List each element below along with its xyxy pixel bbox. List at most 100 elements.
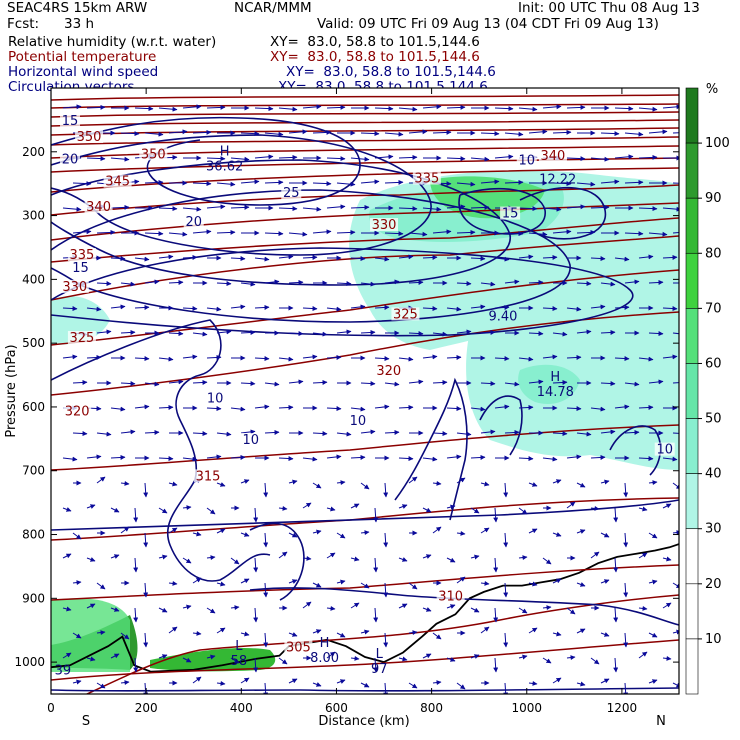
colorbar-tick-label: 40 [705, 467, 722, 482]
vector-arrow [240, 479, 250, 484]
vector-arrow [206, 306, 222, 312]
vector-arrow [206, 156, 226, 162]
vector-arrow [326, 306, 342, 312]
vector-arrow [336, 532, 346, 539]
vector-arrow [504, 381, 520, 387]
vector-arrow [158, 106, 178, 112]
vector-arrow [278, 254, 294, 260]
vector-arrow [518, 356, 534, 362]
vector-arrow [648, 532, 658, 539]
vector-arrow [373, 607, 379, 623]
vector-arrow [264, 131, 284, 137]
vector-arrow [518, 254, 534, 260]
x-tick-label: 1000 [511, 701, 542, 715]
vector-arrow [432, 331, 448, 337]
vector-arrow [144, 279, 160, 285]
colorbar-tick-label: 10 [705, 632, 722, 647]
vector-arrow [312, 129, 332, 135]
vector-arrow [72, 431, 88, 437]
vector-arrow [374, 404, 390, 410]
colorbar-tick-label: 60 [705, 356, 722, 371]
y-tick-label: 300 [22, 209, 45, 223]
vector-arrow [566, 655, 576, 661]
vector-arrow [590, 551, 600, 559]
vector-arrow [470, 507, 480, 514]
vector-arrow [494, 304, 510, 310]
vector-arrow [494, 404, 510, 410]
vector-arrow [240, 578, 250, 584]
vector-arrow [254, 304, 270, 310]
vector-arrow [493, 507, 499, 523]
vector-arrow [456, 329, 472, 335]
vector-arrow [613, 507, 619, 523]
vector-arrow [422, 653, 432, 659]
vector-arrow [542, 254, 558, 260]
vector-arrow [240, 429, 256, 435]
field-xy-rh: XY= 83.0, 58.8 to 101.5,144.6 [270, 34, 480, 50]
vector-arrow [528, 379, 544, 385]
extremum-marker: H [550, 370, 560, 385]
vector-arrow [360, 131, 380, 137]
vector-arrow [566, 104, 586, 110]
vector-arrow [192, 331, 208, 337]
vector-arrow [360, 682, 370, 688]
vector-arrow [206, 555, 216, 561]
vector-arrow [312, 181, 332, 187]
north-label: N [656, 714, 666, 729]
vector-arrow [503, 532, 509, 548]
y-axis-title: Pressure (hPa) [4, 344, 19, 437]
vector-arrow [528, 279, 544, 285]
vector-arrow [576, 281, 592, 287]
y-tick-label: 1000 [14, 655, 45, 669]
colorbar: 100 90 80 70 60 50 40 30 20 10 [685, 87, 730, 695]
vector-arrow [326, 605, 336, 611]
south-label: S [82, 714, 90, 729]
vector-arrow [600, 381, 616, 387]
vector-arrow [422, 254, 438, 260]
vector-arrow [518, 456, 534, 462]
vector-arrow [302, 306, 318, 312]
vector-arrow [518, 555, 528, 561]
vector-arrow [566, 454, 582, 460]
extremum-marker: H [320, 636, 330, 651]
vector-arrow [638, 651, 648, 659]
vector-arrow [62, 553, 72, 559]
colorbar-segment [685, 583, 699, 640]
vector-arrow [158, 356, 174, 362]
y-tick-label: 200 [22, 145, 45, 159]
vector-arrow [384, 429, 400, 435]
vector-arrow [133, 507, 139, 523]
vector-arrow [542, 354, 558, 360]
vector-arrow [182, 657, 192, 663]
vector-arrow [638, 106, 658, 112]
vector-arrow [302, 254, 318, 260]
vector-arrow [638, 506, 648, 512]
theta-contour-label-bg [284, 640, 313, 654]
vector-arrow [398, 356, 414, 362]
vector-arrow [446, 657, 456, 662]
vector-arrow [120, 329, 136, 335]
vector-arrow [600, 579, 610, 584]
vector-arrow [638, 254, 654, 260]
vector-arrow [264, 429, 280, 435]
vector-arrow [263, 582, 269, 598]
vector-arrow [494, 256, 510, 262]
vector-arrow [253, 657, 259, 673]
vector-arrow [528, 482, 538, 487]
vector-arrow [182, 456, 198, 462]
vector-arrow [336, 632, 346, 638]
theta-contour-label-bg [538, 149, 567, 163]
vector-arrow [96, 682, 106, 689]
vector-arrow [552, 129, 572, 135]
vector-arrow [312, 331, 328, 337]
wind-contour-label: 10 [207, 392, 224, 407]
vector-arrow [360, 482, 370, 490]
vector-arrow [672, 132, 679, 134]
vector-arrow [480, 527, 490, 534]
vector-arrow [133, 607, 139, 623]
vector-arrow [600, 532, 610, 538]
vector-arrow [494, 356, 510, 362]
vector-arrow [133, 657, 139, 673]
vector-arrow [240, 281, 256, 287]
vector-arrow [528, 627, 538, 634]
